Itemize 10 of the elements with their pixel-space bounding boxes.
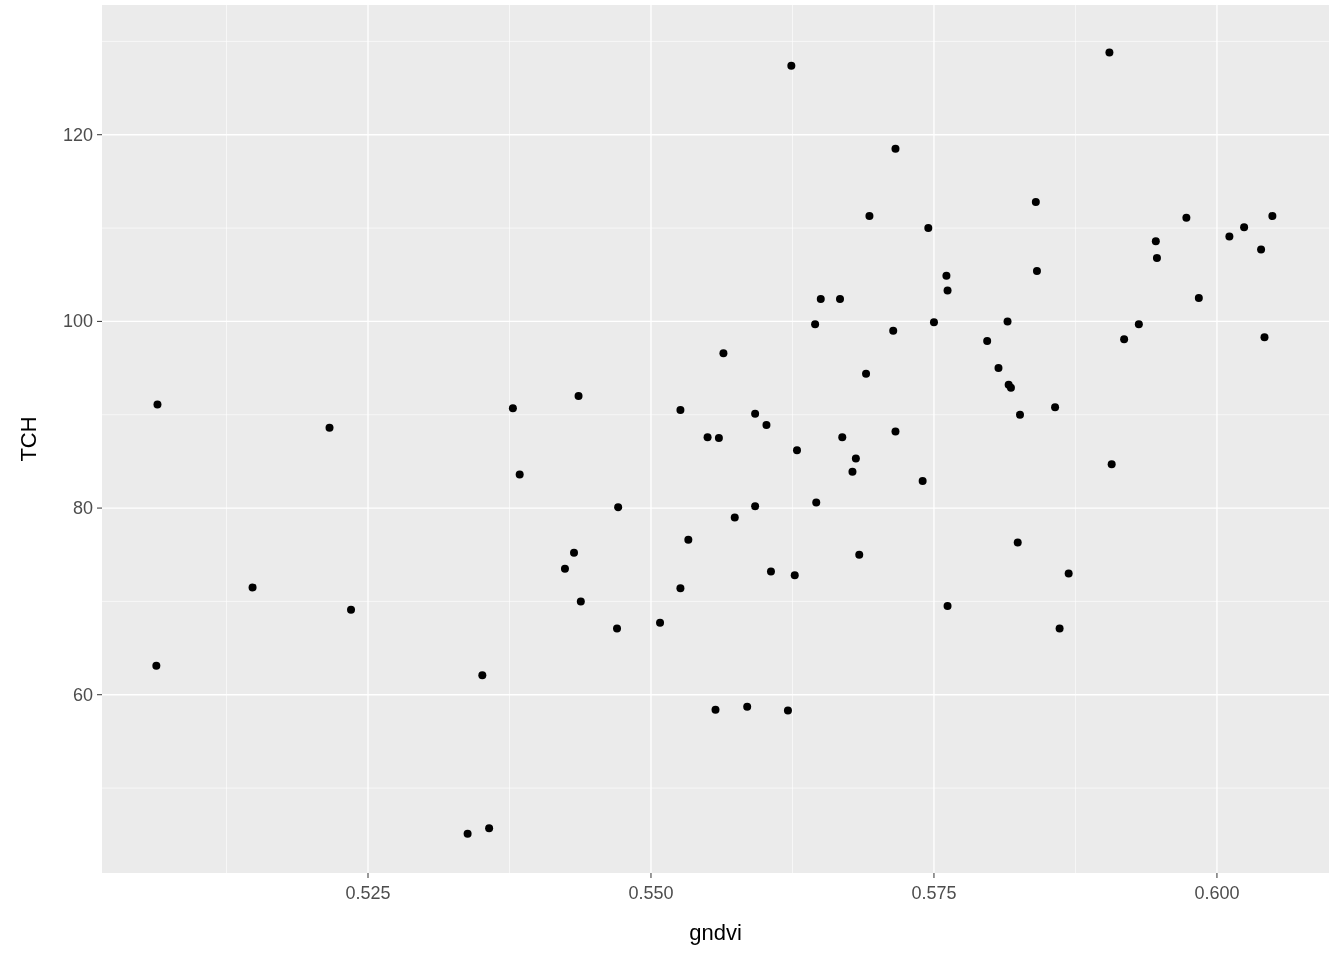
- x-tick-label: 0.600: [1194, 883, 1240, 903]
- x-axis-title: gndvi: [689, 920, 742, 945]
- y-axis-title: TCH: [16, 416, 41, 462]
- y-tick-label: 80: [72, 498, 93, 519]
- x-tick-label: 0.550: [628, 883, 674, 903]
- x-tick-label: 0.575: [911, 883, 957, 903]
- y-tick-label: 60: [72, 684, 93, 705]
- y-tick-label: 120: [62, 124, 93, 145]
- x-tick-label: 0.525: [345, 883, 391, 903]
- y-tick-label: 100: [62, 311, 93, 332]
